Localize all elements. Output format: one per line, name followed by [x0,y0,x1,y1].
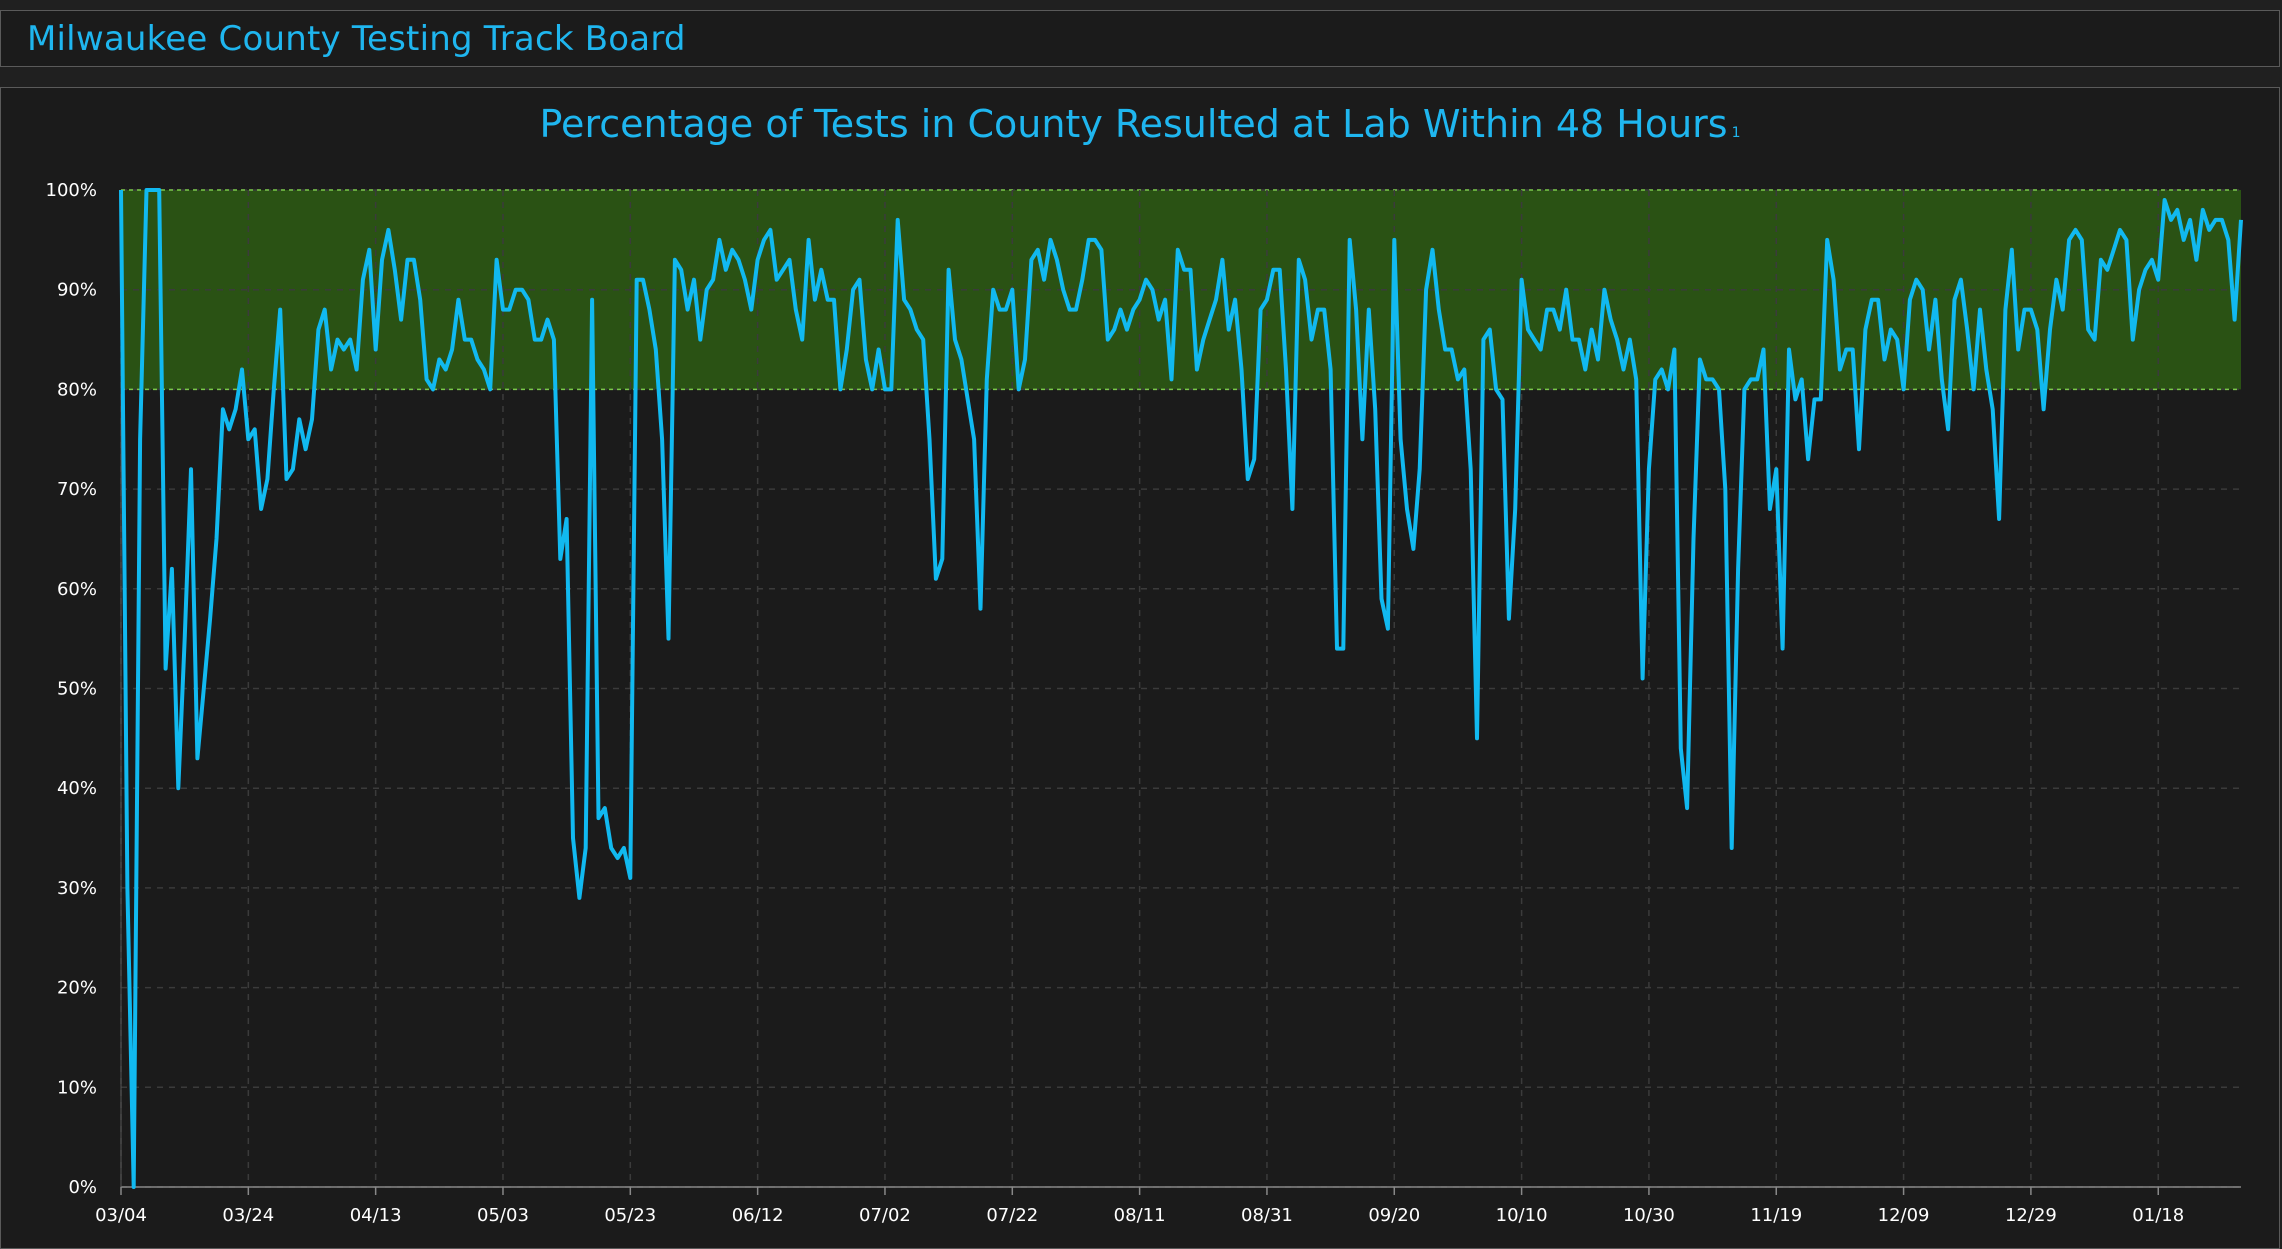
y-tick-label: 70% [57,479,97,500]
y-tick-label: 90% [57,280,97,301]
x-tick-label: 12/09 [1878,1205,1930,1226]
chart-title-footnote: 1 [1731,125,1741,141]
y-tick-label: 30% [57,878,97,899]
dashboard-title: Milwaukee County Testing Track Board [27,19,686,59]
x-tick-label: 11/19 [1750,1205,1802,1226]
x-tick-label: 03/04 [95,1205,147,1226]
chart-title: Percentage of Tests in County Resulted a… [1,102,2279,146]
y-tick-label: 80% [57,379,97,400]
y-tick-label: 100% [46,180,97,201]
header-bar: Milwaukee County Testing Track Board [0,10,2280,67]
x-tick-label: 07/22 [986,1205,1038,1226]
chart-title-text: Percentage of Tests in County Resulted a… [539,102,1728,146]
chart-panel: Percentage of Tests in County Resulted a… [0,87,2280,1249]
x-tick-label: 08/31 [1241,1205,1293,1226]
y-tick-label: 50% [57,679,97,700]
x-tick-label: 10/30 [1623,1205,1675,1226]
line-chart: 0% 10% 20% 30% 40% 50% 60% 70% 80% 90% 100% 03/04 03… [46,180,2243,1226]
x-tick-label: 05/03 [477,1205,529,1226]
x-tick-label: 05/23 [604,1205,656,1226]
y-tick-label: 60% [57,579,97,600]
x-tick-label: 07/02 [859,1205,911,1226]
x-tick-label: 03/24 [222,1205,274,1226]
y-tick-label: 0% [68,1177,97,1198]
y-tick-label: 10% [57,1077,97,1098]
x-tick-label: 01/18 [2132,1205,2184,1226]
x-tick-label: 08/11 [1114,1205,1166,1226]
series-line [119,188,2243,1189]
x-tick-label: 06/12 [732,1205,784,1226]
x-tick-label: 12/29 [2005,1205,2057,1226]
x-tick-label: 10/10 [1496,1205,1548,1226]
x-tick-label: 04/13 [350,1205,402,1226]
y-tick-label: 40% [57,778,97,799]
y-tick-label: 20% [57,978,97,999]
x-tick-label: 09/20 [1368,1205,1420,1226]
